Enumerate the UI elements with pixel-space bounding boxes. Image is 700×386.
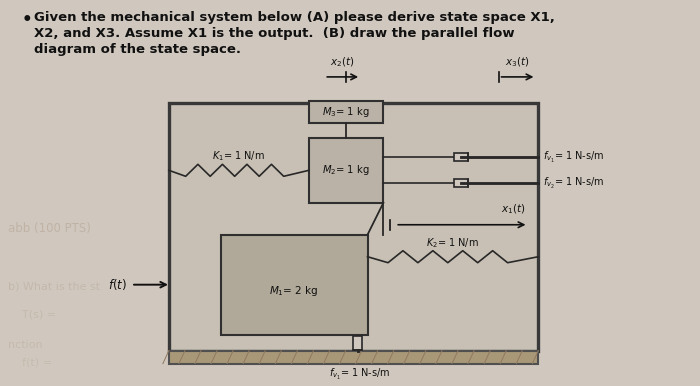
Text: $x_1(t)$: $x_1(t)$ <box>501 202 526 216</box>
Bar <box>454 179 468 187</box>
Text: $M_3$= 1 kg: $M_3$= 1 kg <box>322 105 370 119</box>
Bar <box>353 335 362 350</box>
Bar <box>220 235 368 335</box>
Text: X2, and X3. Assume X1 is the output.  (B) draw the parallel flow: X2, and X3. Assume X1 is the output. (B)… <box>34 27 514 40</box>
Text: $f_{v_2}$= 1 N-s/m: $f_{v_2}$= 1 N-s/m <box>543 176 605 191</box>
Text: $K_1$= 1 N/m: $K_1$= 1 N/m <box>212 149 265 163</box>
Text: Given the mechanical system below (A) please derive state space X1,: Given the mechanical system below (A) pl… <box>34 11 554 24</box>
Text: $f_{v_1}$= 1 N-s/m: $f_{v_1}$= 1 N-s/m <box>329 367 391 382</box>
Text: $M_1$= 2 kg: $M_1$= 2 kg <box>270 284 318 298</box>
Text: $M_2$= 1 kg: $M_2$= 1 kg <box>322 163 370 177</box>
Bar <box>169 103 538 350</box>
Text: $K_2$= 1 N/m: $K_2$= 1 N/m <box>426 236 480 250</box>
Text: $f(t)$: $f(t)$ <box>108 277 127 292</box>
Bar <box>309 138 384 203</box>
Bar <box>309 101 384 123</box>
Text: abb (100 PTS): abb (100 PTS) <box>8 222 91 235</box>
Text: T(s) =: T(s) = <box>8 310 56 320</box>
Text: •: • <box>22 11 32 29</box>
Text: b) What is the st: b) What is the st <box>8 282 100 292</box>
Text: nction: nction <box>8 340 43 350</box>
Text: $x_2(t)$: $x_2(t)$ <box>330 55 354 69</box>
Text: $f_{v_1}$= 1 N-s/m: $f_{v_1}$= 1 N-s/m <box>543 150 605 165</box>
Bar <box>169 350 538 364</box>
Text: $x_3(t)$: $x_3(t)$ <box>505 55 530 69</box>
Bar <box>454 153 468 161</box>
Text: diagram of the state space.: diagram of the state space. <box>34 43 241 56</box>
Text: f(t) =: f(t) = <box>8 357 52 367</box>
